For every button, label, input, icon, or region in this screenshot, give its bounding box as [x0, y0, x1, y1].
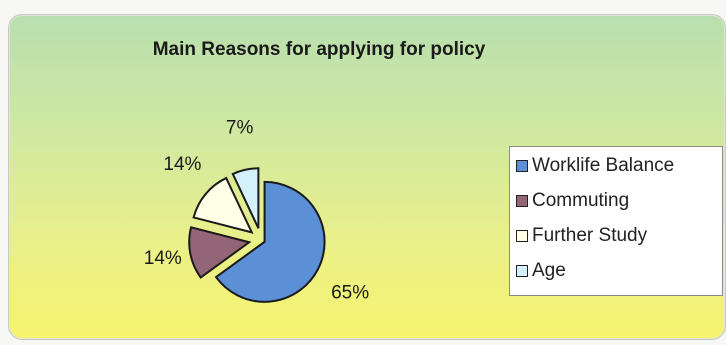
pie-slice-worklife-balance — [214, 180, 326, 303]
legend-label: Commuting — [532, 190, 630, 211]
chart-legend: Worklife Balance Commuting Further Study… — [509, 146, 723, 296]
data-label-further-study: 14% — [163, 154, 201, 175]
data-label-worklife-balance: 65% — [331, 282, 369, 303]
legend-label: Worklife Balance — [532, 155, 675, 176]
legend-item-further-study: Further Study — [516, 221, 647, 251]
data-label-commuting: 14% — [144, 248, 182, 269]
pie-chart: 65% 14% 14% 7% — [144, 117, 369, 303]
legend-item-commuting: Commuting — [516, 186, 629, 216]
legend-item-worklife-balance: Worklife Balance — [516, 151, 674, 181]
legend-swatch — [516, 230, 528, 242]
legend-label: Further Study — [532, 225, 648, 246]
legend-item-age: Age — [516, 256, 566, 286]
data-label-age: 7% — [226, 117, 254, 138]
legend-swatch — [516, 265, 528, 277]
pie-slice-further-study — [192, 176, 254, 234]
chart-area: Main Reasons for applying for policy 65%… — [8, 14, 726, 340]
legend-swatch — [516, 160, 528, 172]
pie-slice-age — [231, 167, 260, 229]
legend-label: Age — [532, 260, 566, 281]
chart-title: Main Reasons for applying for policy — [152, 39, 486, 60]
legend-swatch — [516, 195, 528, 207]
pie-slice-commuting — [188, 226, 252, 279]
